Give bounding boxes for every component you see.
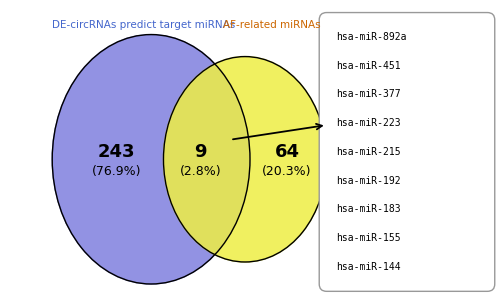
Text: 9: 9 [194, 143, 207, 161]
Text: DE-circRNAs predict target miRNAs: DE-circRNAs predict target miRNAs [52, 20, 236, 30]
Text: hsa-miR-377: hsa-miR-377 [336, 89, 401, 100]
Ellipse shape [52, 35, 250, 284]
FancyBboxPatch shape [319, 13, 495, 291]
Text: (2.8%): (2.8%) [180, 165, 222, 178]
Text: hsa-miR-155: hsa-miR-155 [336, 233, 401, 243]
Text: hsa-miR-183: hsa-miR-183 [336, 205, 401, 214]
Text: (20.3%): (20.3%) [262, 165, 312, 178]
Text: 64: 64 [274, 143, 299, 161]
Text: hsa-miR-892a: hsa-miR-892a [336, 32, 407, 42]
Ellipse shape [164, 57, 326, 262]
Text: hsa-miR-215: hsa-miR-215 [336, 147, 401, 157]
Text: hsa-miR-451: hsa-miR-451 [336, 61, 401, 71]
Text: hsa-miR-223: hsa-miR-223 [336, 118, 401, 128]
Text: AF-related miRNAs: AF-related miRNAs [223, 20, 320, 30]
Text: (76.9%): (76.9%) [92, 165, 142, 178]
Text: hsa-miR-144: hsa-miR-144 [336, 262, 401, 272]
Text: 243: 243 [98, 143, 135, 161]
Text: hsa-miR-192: hsa-miR-192 [336, 176, 401, 186]
